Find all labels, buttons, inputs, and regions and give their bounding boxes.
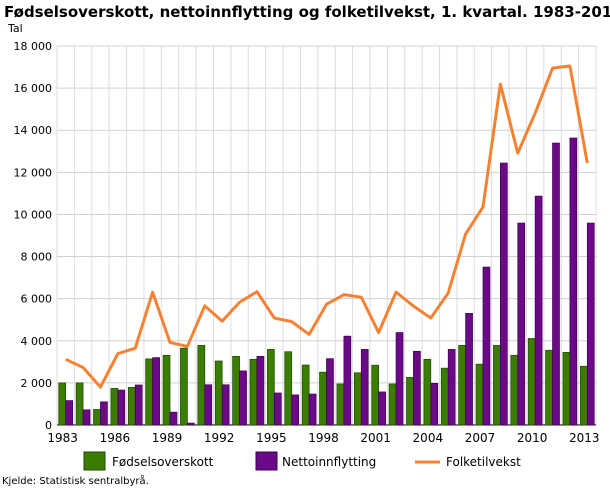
bar-nettoinnflytting (552, 142, 560, 426)
bar-nettoinnflytting (65, 400, 73, 426)
line-series (65, 64, 589, 389)
bar-fodselsoverskott (527, 338, 536, 426)
bar-nettoinnflytting (534, 195, 543, 426)
bar-fodselsoverskott (301, 364, 310, 426)
legend-swatch-nettoinnflytting (255, 451, 278, 471)
x-tick-label: 2007 (465, 431, 496, 445)
bar-fodselsoverskott (475, 363, 484, 426)
bar-fodselsoverskott (562, 352, 571, 426)
bar-fodselsoverskott (423, 358, 432, 426)
bar-fodselsoverskott (232, 356, 240, 426)
x-tick-label: 1986 (100, 431, 131, 445)
bar-nettoinnflytting (100, 401, 108, 426)
bar-nettoinnflytting (395, 332, 404, 426)
y-axis-label: Tal (7, 22, 23, 35)
legend: Fødselsoverskott Nettoinnflytting Folket… (83, 451, 521, 471)
bar-fodselsoverskott (180, 347, 188, 426)
bar-fodselsoverskott (162, 354, 171, 426)
bar-nettoinnflytting (482, 266, 491, 426)
bars (58, 137, 595, 426)
bar-nettoinnflytting (221, 384, 230, 426)
bar-nettoinnflytting (343, 335, 352, 426)
y-tick-label: 14 000 (14, 124, 53, 137)
legend-label-nettoinnflytting: Nettoinnflytting (282, 455, 376, 469)
bar-fodselsoverskott (493, 345, 501, 426)
bar-fodselsoverskott (510, 354, 519, 426)
chart-title: Fødselsoverskott, nettoinnflytting og fo… (4, 3, 610, 21)
bar-nettoinnflytting (204, 384, 213, 426)
bar-nettoinnflytting (239, 370, 247, 426)
y-tick-label: 18 000 (14, 40, 53, 53)
bar-fodselsoverskott (214, 360, 223, 426)
x-tick-label: 1995 (256, 431, 287, 445)
bar-nettoinnflytting (569, 137, 578, 426)
bar-fodselsoverskott (353, 372, 362, 426)
y-tick-label: 16 000 (14, 82, 53, 95)
legend-label-folketilvekst: Folketilvekst (446, 455, 521, 469)
source-note: Kjelde: Statistisk sentralbyrå. (2, 474, 149, 487)
y-tick-label: 10 000 (14, 208, 53, 221)
bar-nettoinnflytting (378, 391, 386, 426)
bar-nettoinnflytting (291, 394, 300, 426)
bar-nettoinnflytting (360, 349, 369, 426)
bar-fodselsoverskott (110, 388, 119, 426)
bar-nettoinnflytting (586, 222, 595, 426)
x-tick-label: 2010 (517, 431, 548, 445)
bar-nettoinnflytting (117, 389, 126, 426)
y-tick-label: 4 000 (21, 335, 53, 348)
bar-nettoinnflytting (430, 382, 439, 426)
bar-fodselsoverskott (58, 382, 67, 426)
y-tick-label: 6 000 (21, 293, 53, 306)
x-tick-label: 1992 (204, 431, 235, 445)
bar-fodselsoverskott (580, 365, 588, 426)
x-tick-label: 2013 (569, 431, 600, 445)
bar-fodselsoverskott (371, 364, 380, 426)
bar-fodselsoverskott (145, 358, 153, 426)
y-tick-labels: 0 2 000 4 000 6 000 8 000 10 000 12 000 14 000 1… (14, 40, 53, 432)
bar-fodselsoverskott (75, 382, 84, 426)
bar-nettoinnflytting (82, 409, 91, 426)
bar-fodselsoverskott (249, 358, 258, 426)
bar-fodselsoverskott (93, 409, 101, 426)
x-tick-label: 2004 (413, 431, 444, 445)
y-tick-label: 2 000 (21, 377, 53, 390)
bar-fodselsoverskott (267, 349, 275, 426)
legend-label-fodselsoverskott: Fødselsoverskott (112, 455, 214, 469)
bar-nettoinnflytting (134, 384, 143, 426)
x-tick-labels: 1983 1986 1989 1992 1995 1998 2001 2004 2007 2010… (47, 431, 599, 445)
bar-fodselsoverskott (406, 377, 414, 426)
legend-swatch-fodselsoverskott (83, 451, 106, 471)
bar-fodselsoverskott (458, 345, 466, 426)
bar-nettoinnflytting (447, 349, 456, 426)
bar-fodselsoverskott (127, 386, 136, 426)
bar-fodselsoverskott (336, 383, 345, 426)
bar-nettoinnflytting (308, 393, 317, 426)
bar-nettoinnflytting (326, 358, 334, 426)
y-tick-label: 12 000 (14, 166, 53, 179)
bar-fodselsoverskott (440, 367, 449, 426)
x-tick-label: 1983 (47, 431, 78, 445)
bar-nettoinnflytting (169, 411, 178, 426)
x-tick-label: 2001 (360, 431, 391, 445)
bar-fodselsoverskott (284, 351, 293, 426)
x-tick-label: 1989 (152, 431, 183, 445)
bar-fodselsoverskott (388, 383, 397, 426)
bar-nettoinnflytting (256, 356, 265, 426)
bar-fodselsoverskott (319, 371, 327, 426)
bar-nettoinnflytting (517, 222, 526, 426)
x-tick-label: 1998 (308, 431, 339, 445)
bar-nettoinnflytting (152, 357, 160, 426)
bar-fodselsoverskott (197, 345, 206, 426)
y-tick-label: 8 000 (21, 251, 53, 264)
bar-fodselsoverskott (545, 349, 553, 426)
bar-nettoinnflytting (465, 313, 473, 426)
bar-nettoinnflytting (500, 162, 508, 426)
bar-nettoinnflytting (187, 422, 195, 426)
y-tick-label: 0 (45, 419, 52, 432)
bar-nettoinnflytting (413, 350, 421, 426)
bar-nettoinnflytting (273, 392, 282, 426)
